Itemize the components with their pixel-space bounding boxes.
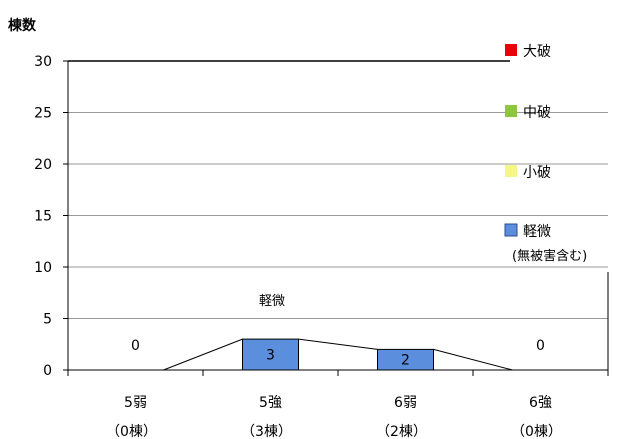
bars	[242, 338, 434, 371]
data-labels: 0 3 2 0	[131, 338, 545, 369]
legend-swatch	[505, 165, 517, 177]
x-axis-labels: 5弱 （0棟） 5強 （3棟） 6弱 （2棟） 6強 （0棟）	[106, 395, 562, 439]
x-category-count: （0棟）	[106, 424, 157, 439]
series-line	[163, 338, 243, 371]
x-category-label: 5強	[259, 395, 282, 411]
legend-label: 大破	[523, 44, 551, 60]
leader-lines	[143, 338, 513, 371]
legend-sublabel: (無被害含む)	[512, 248, 587, 264]
data-label: 0	[131, 338, 140, 354]
data-label: 3	[266, 348, 275, 364]
legend-swatch	[505, 44, 517, 56]
y-tick-label: 25	[34, 106, 52, 122]
legend-swatch	[504, 223, 518, 237]
x-category-label: 6強	[529, 395, 552, 411]
y-tick-label: 30	[34, 54, 52, 70]
y-tick-label: 20	[34, 157, 52, 173]
x-category-label: 6弱	[394, 395, 417, 411]
x-category-count: （0棟）	[511, 424, 562, 439]
grid-lines	[63, 60, 609, 376]
x-category-count: （2棟）	[376, 424, 427, 439]
data-label: 2	[401, 353, 410, 369]
x-category-count: （3棟）	[241, 424, 292, 439]
series-line	[433, 348, 513, 371]
y-axis-ticks: 0 5 10 15 20 25 30	[34, 54, 52, 379]
legend-label: 中破	[523, 105, 551, 121]
y-axis-title: 棟数	[8, 17, 37, 34]
series-annotation: 軽微	[259, 294, 285, 309]
y-tick-label: 0	[43, 363, 52, 379]
y-tick-label: 15	[34, 209, 52, 225]
y-tick-label: 10	[34, 260, 52, 276]
y-tick-label: 5	[43, 312, 52, 328]
x-category-label: 5弱	[124, 395, 147, 411]
legend-label: 軽微	[523, 224, 551, 240]
series-line	[298, 338, 378, 350]
legend-label: 小破	[523, 165, 551, 181]
legend-swatch	[505, 105, 517, 117]
bar	[242, 338, 299, 371]
data-label: 0	[536, 338, 545, 354]
